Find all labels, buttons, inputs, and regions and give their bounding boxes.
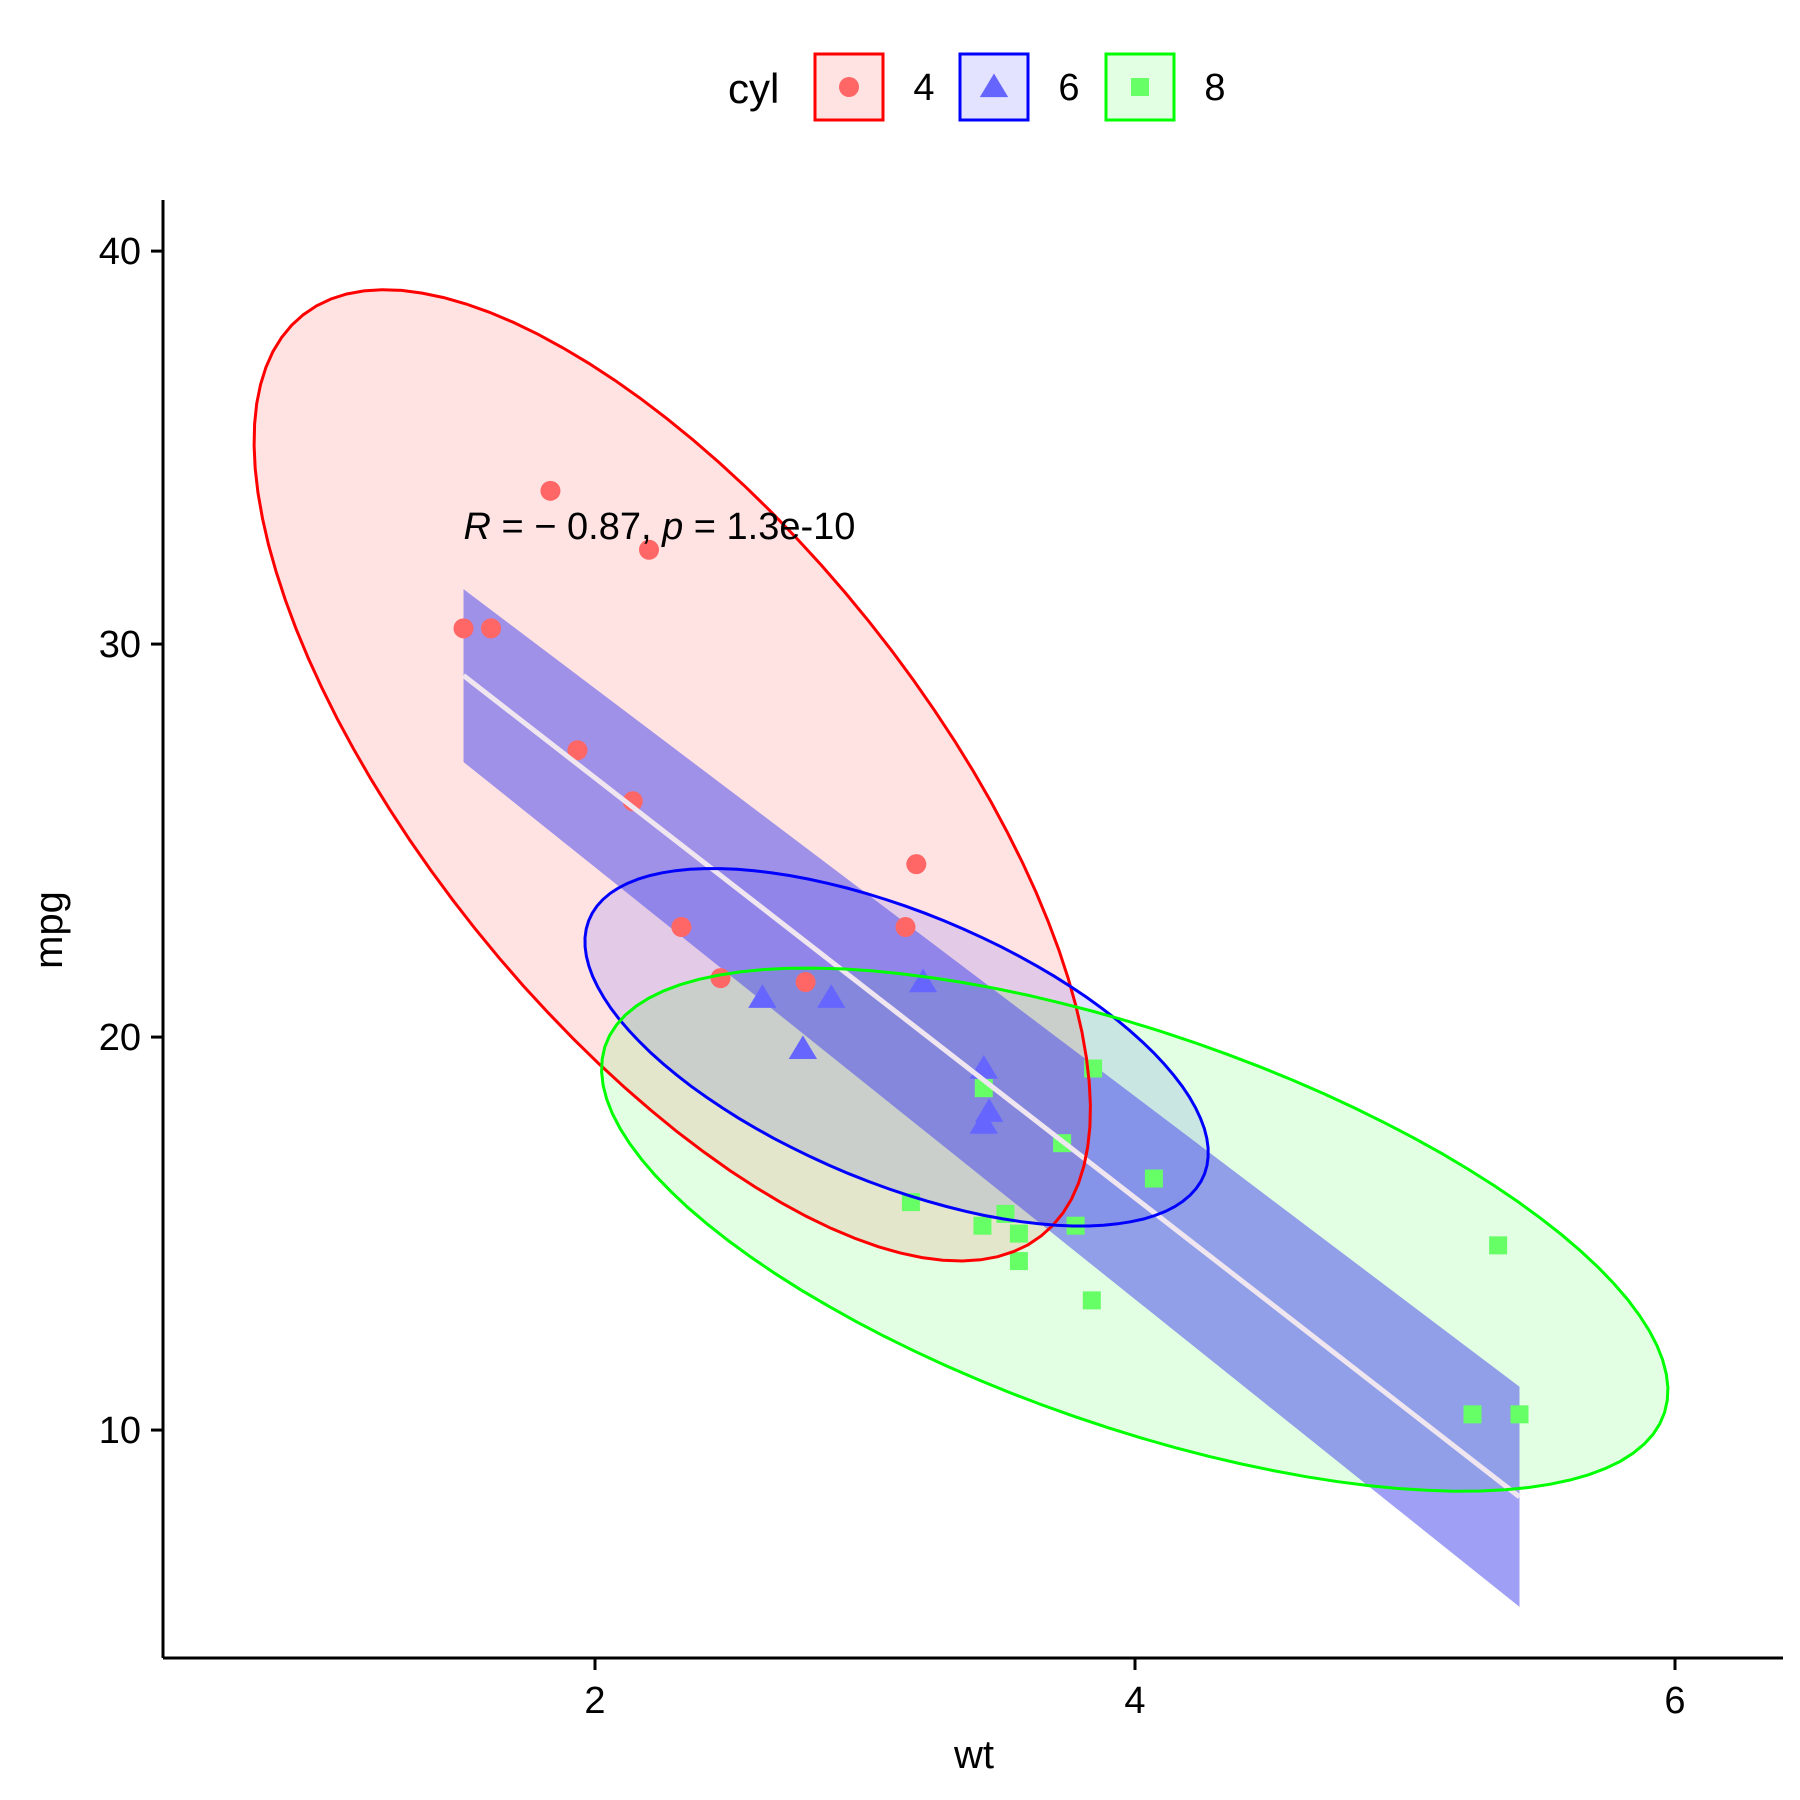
y-axis-title: mpg bbox=[27, 891, 71, 969]
ellipse-outline-cyl-6 bbox=[583, 867, 1210, 1228]
data-point-cyl-8 bbox=[1009, 1252, 1028, 1271]
annot-p-value: = 1.3e-10 bbox=[683, 506, 855, 548]
data-point-cyl-4 bbox=[795, 972, 816, 993]
x-tick-label: 2 bbox=[584, 1680, 605, 1722]
data-point-cyl-8 bbox=[1144, 1169, 1163, 1188]
data-point-cyl-8 bbox=[1510, 1405, 1529, 1424]
data-point-cyl-4 bbox=[540, 480, 561, 501]
x-tick-label: 6 bbox=[1664, 1680, 1685, 1722]
regression-line bbox=[461, 673, 1522, 1499]
ellipse-outline-cyl-4 bbox=[252, 288, 1092, 1263]
data-point-cyl-4 bbox=[671, 917, 692, 938]
x-tick-label: 4 bbox=[1124, 1680, 1145, 1722]
legend-item-cyl-8: 8 bbox=[1104, 52, 1226, 122]
data-point-cyl-4 bbox=[639, 539, 659, 560]
annot-p-label: p bbox=[661, 506, 683, 548]
legend-symbol-cyl-8 bbox=[1131, 78, 1149, 96]
legend-key-cyl-4 bbox=[813, 52, 885, 122]
data-point-cyl-4 bbox=[481, 618, 502, 639]
annot-r-value: = − 0.87, bbox=[491, 506, 662, 548]
axes: 2 4 6 10 20 30 40 bbox=[99, 200, 1783, 1722]
data-point-cyl-6 bbox=[969, 1110, 998, 1134]
data-point-cyl-6 bbox=[908, 968, 938, 993]
legend-label-cyl-6: 6 bbox=[1058, 67, 1079, 109]
legend: cyl 4 6 8 bbox=[728, 52, 1226, 122]
regression-confidence-band bbox=[463, 589, 1520, 1607]
data-point-cyl-8 bbox=[1463, 1405, 1482, 1424]
data-point-cyl-6 bbox=[788, 1035, 818, 1059]
x-axis-title: wt bbox=[953, 1733, 994, 1777]
data-point-cyl-4 bbox=[906, 854, 927, 875]
data-point-cyl-4 bbox=[895, 917, 916, 938]
data-point-cyl-8 bbox=[1009, 1224, 1028, 1243]
ellipse-outline-cyl-8 bbox=[600, 966, 1670, 1493]
legend-symbol-cyl-4 bbox=[839, 77, 859, 97]
correlation-annotation: R = − 0.87, p = 1.3e-10 bbox=[464, 506, 856, 548]
y-tick-label: 30 bbox=[99, 624, 141, 666]
legend-symbol-cyl-6 bbox=[979, 73, 1009, 98]
y-tick-label: 10 bbox=[99, 1410, 141, 1452]
legend-label-cyl-4: 4 bbox=[913, 67, 934, 109]
legend-label-cyl-8: 8 bbox=[1204, 67, 1225, 109]
data-point-cyl-8 bbox=[1082, 1291, 1101, 1310]
data-point-cyl-6 bbox=[817, 984, 846, 1008]
legend-item-cyl-4: 4 bbox=[813, 52, 935, 122]
data-point-cyl-6 bbox=[748, 984, 777, 1008]
legend-title: cyl bbox=[728, 65, 779, 112]
data-point-cyl-4 bbox=[567, 740, 588, 761]
data-point-cyl-8 bbox=[1489, 1236, 1508, 1255]
y-tick-label: 40 bbox=[99, 231, 141, 273]
data-point-cyl-8 bbox=[973, 1216, 992, 1235]
y-tick-label: 20 bbox=[99, 1017, 141, 1059]
annot-r-label: R bbox=[464, 506, 491, 548]
legend-item-cyl-6: 6 bbox=[958, 52, 1080, 122]
data-point-cyl-4 bbox=[453, 618, 474, 639]
data-point-cyl-4 bbox=[710, 968, 731, 989]
